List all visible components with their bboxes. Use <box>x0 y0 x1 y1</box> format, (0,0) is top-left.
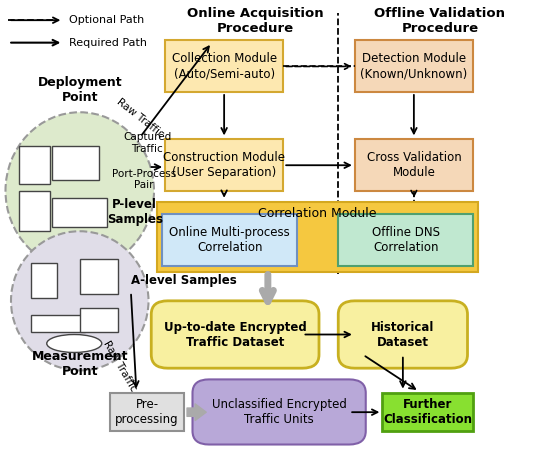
Text: P-level
Samples: P-level Samples <box>107 198 163 226</box>
Text: Construction Module
(User Separation): Construction Module (User Separation) <box>163 151 285 179</box>
FancyBboxPatch shape <box>338 214 473 266</box>
FancyBboxPatch shape <box>338 301 468 368</box>
Ellipse shape <box>47 335 102 352</box>
Ellipse shape <box>6 112 154 269</box>
FancyBboxPatch shape <box>52 198 107 227</box>
FancyBboxPatch shape <box>52 146 99 180</box>
Text: Up-to-date Encrypted
Traffic Dataset: Up-to-date Encrypted Traffic Dataset <box>164 321 306 348</box>
FancyBboxPatch shape <box>80 259 118 294</box>
Text: Pre-
processing: Pre- processing <box>116 398 179 426</box>
Text: Captured
Traffic: Captured Traffic <box>123 132 172 154</box>
Text: Unclassified Encrypted
Traffic Units: Unclassified Encrypted Traffic Units <box>212 398 346 426</box>
Text: Offline DNS
Correlation: Offline DNS Correlation <box>372 226 439 254</box>
Text: Raw Traffic: Raw Traffic <box>115 96 166 139</box>
FancyBboxPatch shape <box>355 139 473 191</box>
Ellipse shape <box>11 231 148 370</box>
FancyBboxPatch shape <box>19 191 50 231</box>
FancyBboxPatch shape <box>110 393 184 431</box>
FancyBboxPatch shape <box>19 146 50 184</box>
Text: Port-Process
Pair: Port-Process Pair <box>112 169 176 190</box>
FancyBboxPatch shape <box>355 40 473 92</box>
FancyBboxPatch shape <box>165 139 283 191</box>
FancyBboxPatch shape <box>162 214 297 266</box>
Text: A-level Samples: A-level Samples <box>131 274 237 287</box>
Text: Detection Module
(Known/Unknown): Detection Module (Known/Unknown) <box>360 52 468 80</box>
FancyBboxPatch shape <box>31 263 57 298</box>
FancyBboxPatch shape <box>157 202 478 272</box>
FancyBboxPatch shape <box>192 379 366 445</box>
FancyBboxPatch shape <box>80 308 118 332</box>
Text: Online Acquisition
Procedure: Online Acquisition Procedure <box>188 7 324 35</box>
FancyBboxPatch shape <box>382 393 473 431</box>
Text: Offline Validation
Procedure: Offline Validation Procedure <box>375 7 505 35</box>
Text: Correlation Module: Correlation Module <box>258 207 377 220</box>
Text: Optional Path: Optional Path <box>69 15 144 25</box>
FancyBboxPatch shape <box>151 301 319 368</box>
Text: Deployment
Point: Deployment Point <box>37 76 122 104</box>
Text: Historical
Dataset: Historical Dataset <box>371 321 434 348</box>
FancyBboxPatch shape <box>165 40 283 92</box>
Text: Cross Validation
Module: Cross Validation Module <box>366 151 461 179</box>
Text: Required Path: Required Path <box>69 38 147 48</box>
Text: Measurement
Point: Measurement Point <box>31 350 128 378</box>
Text: Further
Classification: Further Classification <box>383 398 472 426</box>
Text: Online Multi-process
Correlation: Online Multi-process Correlation <box>169 226 290 254</box>
FancyBboxPatch shape <box>31 315 85 332</box>
Text: Collection Module
(Auto/Semi-auto): Collection Module (Auto/Semi-auto) <box>172 52 277 80</box>
Text: Raw Traffic: Raw Traffic <box>101 339 139 393</box>
